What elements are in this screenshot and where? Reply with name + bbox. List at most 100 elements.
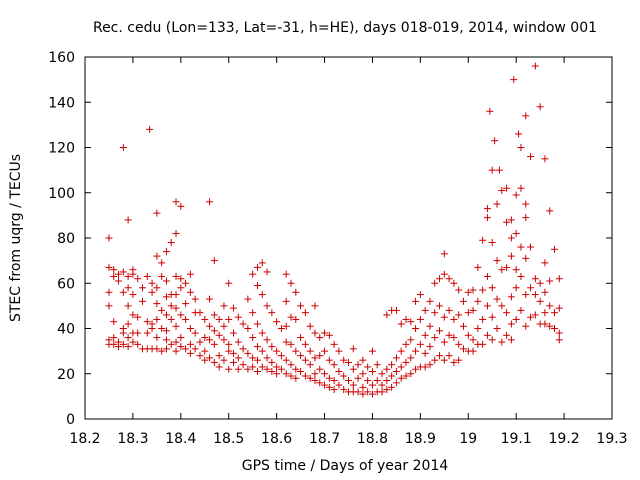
- data-point: [464, 331, 472, 339]
- data-point: [373, 377, 381, 385]
- data-point: [450, 334, 458, 342]
- data-point: [392, 354, 400, 362]
- data-point: [407, 370, 415, 378]
- data-point: [206, 336, 214, 344]
- data-point: [335, 347, 343, 355]
- data-point: [253, 343, 261, 351]
- data-point: [512, 229, 520, 237]
- data-point: [407, 336, 415, 344]
- data-point: [110, 334, 118, 342]
- data-point: [517, 306, 525, 314]
- data-point: [503, 309, 511, 317]
- data-point: [153, 334, 161, 342]
- data-point: [316, 352, 324, 360]
- data-point: [115, 343, 123, 351]
- data-point: [129, 291, 137, 299]
- y-tick-label: 0: [66, 412, 75, 428]
- data-point: [364, 377, 372, 385]
- data-point: [297, 367, 305, 375]
- data-point: [402, 358, 410, 366]
- data-point: [287, 313, 295, 321]
- data-point: [431, 279, 439, 287]
- data-point: [378, 381, 386, 389]
- data-point: [263, 336, 271, 344]
- data-point: [325, 374, 333, 382]
- data-point: [263, 302, 271, 310]
- data-point: [158, 306, 166, 314]
- data-point: [493, 200, 501, 208]
- data-point: [201, 356, 209, 364]
- data-point: [287, 279, 295, 287]
- data-point: [210, 257, 218, 265]
- data-point: [412, 347, 420, 355]
- data-point: [148, 288, 156, 296]
- data-point: [129, 270, 137, 278]
- data-point: [215, 315, 223, 323]
- data-point: [503, 331, 511, 339]
- data-point: [146, 125, 154, 133]
- data-point: [249, 363, 257, 371]
- data-point: [220, 302, 228, 310]
- data-point: [517, 243, 525, 251]
- data-point: [110, 266, 118, 274]
- data-point: [225, 279, 233, 287]
- data-point: [191, 345, 199, 353]
- data-point: [297, 302, 305, 310]
- data-point: [383, 311, 391, 319]
- data-point: [311, 370, 319, 378]
- data-point: [368, 367, 376, 375]
- data-point: [503, 184, 511, 192]
- data-point: [522, 322, 530, 330]
- data-point: [253, 356, 261, 364]
- data-point: [436, 302, 444, 310]
- data-point: [426, 322, 434, 330]
- data-point: [512, 315, 520, 323]
- data-point: [340, 386, 348, 394]
- data-point: [388, 372, 396, 380]
- data-point: [124, 320, 132, 328]
- data-point: [368, 381, 376, 389]
- data-point: [493, 295, 501, 303]
- data-point: [479, 236, 487, 244]
- data-point: [440, 338, 448, 346]
- data-point: [258, 347, 266, 355]
- data-point: [172, 291, 180, 299]
- data-point: [450, 279, 458, 287]
- data-point: [512, 191, 520, 199]
- data-point: [412, 297, 420, 305]
- data-point: [469, 286, 477, 294]
- data-point: [134, 329, 142, 337]
- data-point: [220, 356, 228, 364]
- data-point: [555, 336, 563, 344]
- data-point: [191, 329, 199, 337]
- data-point: [440, 356, 448, 364]
- data-point: [364, 363, 372, 371]
- data-point: [316, 334, 324, 342]
- data-point: [445, 352, 453, 360]
- data-point: [474, 297, 482, 305]
- data-point: [378, 370, 386, 378]
- y-tick-label: 100: [48, 186, 75, 202]
- data-point: [124, 284, 132, 292]
- data-point: [153, 284, 161, 292]
- data-point: [249, 334, 257, 342]
- data-point: [536, 279, 544, 287]
- data-point: [335, 367, 343, 375]
- data-point: [373, 361, 381, 369]
- data-point: [292, 374, 300, 382]
- data-point: [306, 361, 314, 369]
- data-point: [158, 347, 166, 355]
- data-point: [258, 291, 266, 299]
- data-point: [258, 363, 266, 371]
- data-point: [330, 377, 338, 385]
- x-tick-label: 19.1: [501, 431, 532, 447]
- data-point: [215, 352, 223, 360]
- chart-title: Rec. cedu (Lon=133, Lat=-31, h=HE), days…: [93, 20, 597, 36]
- data-point: [421, 306, 429, 314]
- data-point: [220, 336, 228, 344]
- data-point: [273, 318, 281, 326]
- data-point: [522, 254, 530, 262]
- data-point: [143, 329, 151, 337]
- data-point: [119, 268, 127, 276]
- data-point: [517, 272, 525, 280]
